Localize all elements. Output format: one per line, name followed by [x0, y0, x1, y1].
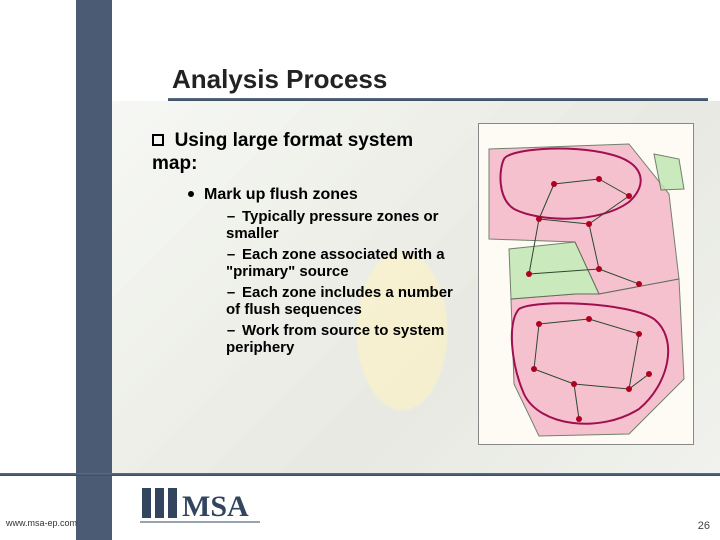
bullet-level3-text: Each zone associated with a "primary" so…	[226, 246, 445, 280]
bullet-level2: Mark up flush zones	[188, 186, 462, 204]
logo-text: MSA	[182, 490, 249, 523]
footer-url: www.msa-ep.com	[6, 518, 77, 528]
bullet-level3: –Each zone includes a number of flush se…	[226, 284, 462, 318]
bullet-level3: –Typically pressure zones or smaller	[226, 208, 462, 242]
bullet-block: Using large format system map: Mark up f…	[152, 130, 462, 356]
slide-title: Analysis Process	[172, 64, 387, 95]
checkbox-bullet-icon	[152, 134, 164, 146]
dash-bullet-icon: –	[226, 322, 236, 339]
bottom-rule	[0, 473, 720, 476]
bullet-level3: –Work from source to system periphery	[226, 322, 462, 356]
page-number: 26	[698, 520, 710, 532]
dash-bullet-icon: –	[226, 208, 236, 225]
left-accent-column	[76, 0, 112, 540]
map-svg	[479, 124, 695, 446]
dash-bullet-icon: –	[226, 284, 236, 301]
flush-zone-map	[478, 123, 694, 445]
bullet-level3-text: Work from source to system periphery	[226, 322, 444, 356]
dash-bullet-icon: –	[226, 246, 236, 263]
msa-logo: MSA	[140, 482, 260, 530]
dot-bullet-icon	[188, 191, 194, 197]
bullet-level2-text: Mark up flush zones	[204, 186, 358, 203]
bullet-level3-text: Each zone includes a number of flush seq…	[226, 284, 453, 318]
bullet-level1: Using large format system map:	[152, 130, 462, 176]
bullet-level3: –Each zone associated with a "primary" s…	[226, 246, 462, 280]
bullet-level3-text: Typically pressure zones or smaller	[226, 208, 438, 242]
bullet-level1-text: Using large format system map:	[152, 130, 413, 174]
